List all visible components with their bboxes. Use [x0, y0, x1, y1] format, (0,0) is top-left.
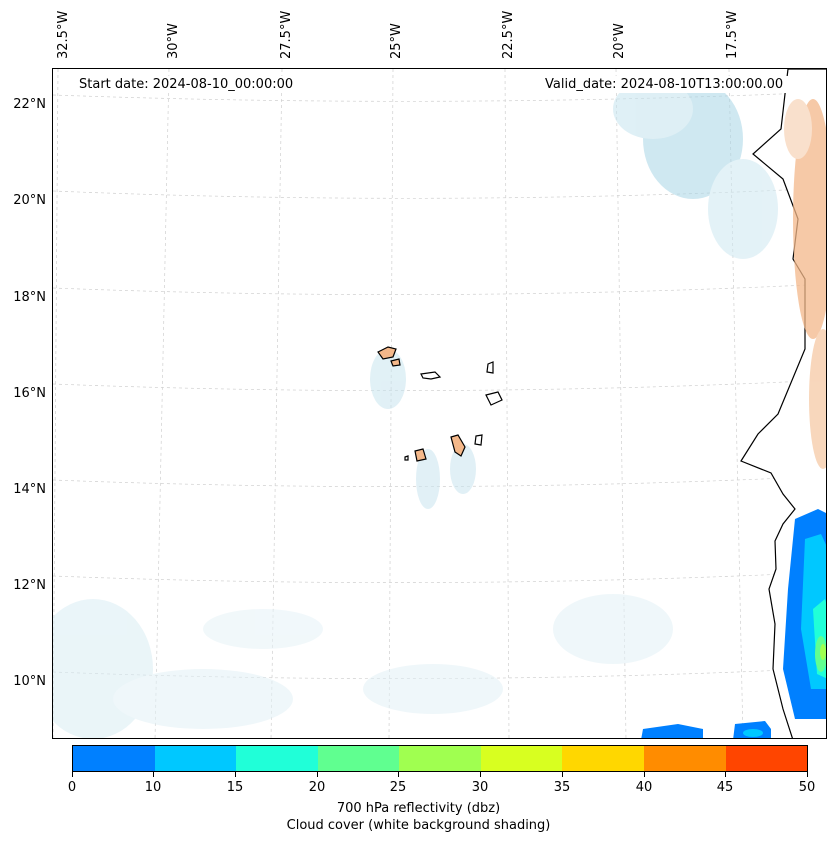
lon-label-30w: 30°W [166, 23, 181, 59]
colorbar-label: 700 hPa reflectivity (dbz) [336, 801, 501, 816]
colorbar-tick-label: 40 [635, 780, 653, 795]
colorbar-tick [644, 772, 645, 777]
lon-label-32-5w: 32.5°W [56, 10, 71, 59]
colorbar-tick-label: 25 [389, 780, 407, 795]
colorbar-segment-10-15 [154, 746, 237, 771]
colorbar-segment-20-25 [317, 746, 400, 771]
colorbar-tick-label: 45 [716, 780, 734, 795]
lat-label-14n: 14°N [13, 482, 46, 497]
start-date-label: Start date: 2024-08-10_00:00:00 [73, 76, 300, 93]
cape-verde-islands [377, 346, 503, 462]
colorbar-tick [725, 772, 726, 777]
lat-label-10n: 10°N [13, 674, 46, 689]
colorbar-tick [235, 772, 236, 777]
lon-label-20w: 20°W [612, 23, 627, 59]
colorbar-tick-label: 0 [67, 780, 77, 795]
cloud-cover-shading [53, 79, 778, 738]
colorbar-tick-label: 30 [471, 780, 489, 795]
lat-label-18n: 18°N [13, 290, 46, 305]
colorbar-tick-label: 50 [798, 780, 816, 795]
lon-label-17-5w: 17.5°W [725, 10, 740, 59]
colorbar-tick [398, 772, 399, 777]
map-panel [52, 68, 827, 739]
land-heat-shading [784, 99, 826, 469]
valid-date-label: Valid_date: 2024-08-10T13:00:00.00 [539, 76, 790, 93]
colorbar-tick [480, 772, 481, 777]
colorbar-tick-label: 15 [226, 780, 244, 795]
colorbar-tick-label: 20 [308, 780, 326, 795]
colorbar-tick-label: 10 [144, 780, 162, 795]
colorbar-tick [153, 772, 154, 777]
lon-label-25w: 25°W [389, 23, 404, 59]
map-canvas [53, 69, 826, 738]
colorbar-tick [807, 772, 808, 777]
colorbar-sublabel: Cloud cover (white background shading) [286, 818, 551, 833]
colorbar-tick [317, 772, 318, 777]
colorbar-tick-label: 35 [553, 780, 571, 795]
reflectivity-field [641, 509, 826, 738]
colorbar-tick [72, 772, 73, 777]
colorbar-segment-40-45 [643, 746, 726, 771]
colorbar-tick [562, 772, 563, 777]
lon-label-27-5w: 27.5°W [279, 10, 294, 59]
lat-label-22n: 22°N [13, 97, 46, 112]
colorbar-segment-0-10 [73, 746, 155, 771]
colorbar-segment-25-30 [399, 746, 481, 771]
lat-label-16n: 16°N [13, 386, 46, 401]
lon-label-22-5w: 22.5°W [501, 10, 516, 59]
colorbar-segment-15-20 [236, 746, 318, 771]
colorbar-segment-45-50 [725, 746, 808, 771]
lat-label-12n: 12°N [13, 578, 46, 593]
lat-label-20n: 20°N [13, 193, 46, 208]
colorbar [72, 745, 808, 772]
colorbar-segment-35-40 [562, 746, 644, 771]
colorbar-segment-30-35 [480, 746, 563, 771]
